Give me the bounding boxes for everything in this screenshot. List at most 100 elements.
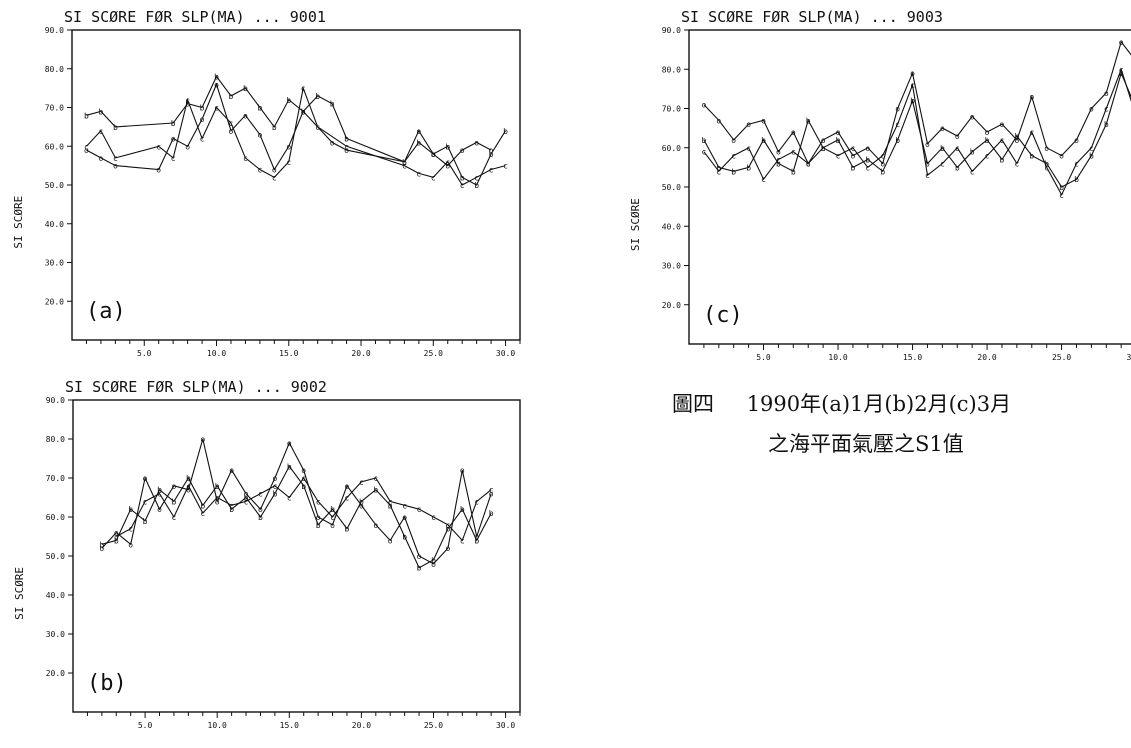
data-point: c: [286, 158, 291, 167]
data-point: c: [474, 497, 479, 506]
data-point: o: [143, 474, 148, 483]
y-tick-label: 50.0: [662, 183, 681, 192]
y-tick-label: 60.0: [46, 513, 65, 522]
data-point: o: [214, 80, 219, 89]
data-point: b: [460, 505, 465, 514]
data-point: c: [460, 536, 465, 545]
data-point: o: [716, 116, 721, 125]
data-point: o: [746, 120, 751, 129]
y-tick-label: 40.0: [45, 220, 64, 229]
data-point: c: [955, 144, 960, 153]
y-tick-label: 50.0: [45, 181, 64, 190]
data-point: b: [200, 501, 205, 510]
data-point: o: [1074, 136, 1079, 145]
data-point: b: [214, 73, 219, 82]
x-tick-label: 5.0: [756, 353, 771, 362]
data-point: o: [286, 142, 291, 151]
caption-line-2: 之海平面氣壓之S1值: [768, 432, 964, 456]
data-point: b: [417, 564, 422, 573]
y-tick-label: 50.0: [46, 552, 65, 561]
data-point: b: [1000, 156, 1005, 165]
data-point: b: [344, 135, 349, 144]
data-point: c: [880, 152, 885, 161]
data-point: c: [84, 142, 89, 151]
data-point: b: [985, 136, 990, 145]
data-point: c: [1074, 159, 1079, 168]
data-point: c: [186, 482, 191, 491]
data-point: b: [272, 490, 277, 499]
data-point: o: [970, 112, 975, 121]
data-point: o: [359, 501, 364, 510]
data-point: c: [1014, 159, 1019, 168]
data-point: b: [925, 159, 930, 168]
x-tick-label: 20.0: [352, 721, 371, 730]
data-point: b: [99, 540, 104, 549]
data-point: b: [301, 482, 306, 491]
data-point: b: [244, 494, 249, 503]
data-point: b: [489, 150, 494, 159]
data-point: o: [1044, 144, 1049, 153]
data-point: c: [402, 162, 407, 171]
data-point: o: [955, 132, 960, 141]
data-point: o: [172, 482, 177, 491]
data-point: b: [474, 536, 479, 545]
data-point: b: [431, 556, 436, 565]
data-point: c: [1029, 128, 1034, 137]
data-point: b: [880, 167, 885, 176]
data-point: b: [330, 505, 335, 514]
data-point: o: [229, 466, 234, 475]
y-tick-label: 40.0: [662, 222, 681, 231]
data-point: o: [416, 127, 421, 136]
data-point: b: [431, 150, 436, 159]
data-point: c: [344, 142, 349, 151]
data-point: b: [731, 167, 736, 176]
y-tick-label: 20.0: [45, 297, 64, 306]
data-point: b: [1014, 132, 1019, 141]
data-point: b: [865, 156, 870, 165]
data-point: b: [791, 167, 796, 176]
chart-panel-c: SI SCØRE FØR SLP(MA) ... 9003 20.0 30.0 40.…: [620, 0, 1131, 378]
data-point: o: [99, 544, 104, 553]
data-point: b: [955, 163, 960, 172]
data-point: b: [287, 462, 292, 471]
data-point: c: [301, 474, 306, 483]
data-point: b: [806, 116, 811, 125]
data-point: c: [431, 513, 436, 522]
y-tick-label: 90.0: [662, 26, 681, 35]
data-point: c: [746, 144, 751, 153]
data-point: b: [315, 92, 320, 101]
data-point: b: [1044, 159, 1049, 168]
data-point: o: [287, 439, 292, 448]
data-point: b: [503, 127, 508, 136]
data-point: b: [157, 486, 162, 495]
data-point: c: [359, 478, 364, 487]
data-point: b: [171, 119, 176, 128]
data-point: o: [445, 162, 450, 171]
data-point: b: [373, 486, 378, 495]
x-tick-label: 15.0: [903, 353, 922, 362]
data-point: o: [1000, 120, 1005, 129]
panel-label: (c): [703, 303, 743, 328]
data-point: c: [402, 501, 407, 510]
data-point: b: [243, 84, 248, 93]
data-point: b: [445, 525, 450, 534]
data-point: o: [128, 540, 133, 549]
data-point: c: [215, 494, 220, 503]
data-point: o: [895, 105, 900, 114]
data-point: o: [460, 146, 465, 155]
data-point: b: [200, 104, 205, 113]
data-point: b: [215, 482, 220, 491]
data-point: b: [301, 107, 306, 116]
data-point: c: [114, 533, 119, 542]
x-tick-label: 5.0: [138, 721, 153, 730]
data-point: c: [229, 501, 234, 510]
data-point: o: [1059, 152, 1064, 161]
data-point: o: [1104, 89, 1109, 98]
data-point: c: [244, 497, 249, 506]
chart-title: SI SCØRE FØR SLP(MA) ... 9002: [65, 378, 327, 396]
data-point: o: [489, 146, 494, 155]
y-axis-label: SI SCØRE: [629, 198, 642, 251]
data-point: b: [229, 505, 234, 514]
data-point: o: [836, 128, 841, 137]
y-tick-label: 20.0: [662, 301, 681, 310]
